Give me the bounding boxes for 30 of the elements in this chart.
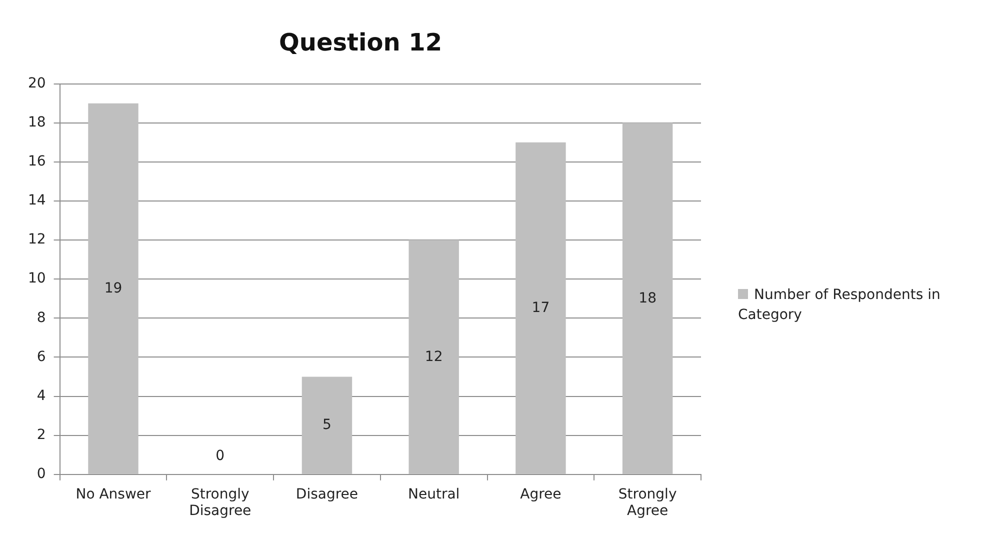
x-tick-label: Disagree (296, 486, 358, 502)
x-tick-label: No Answer (76, 486, 152, 502)
y-tick-label: 8 (36, 310, 46, 326)
bar (622, 122, 673, 474)
x-tick-label: Agree (520, 486, 562, 502)
bar (516, 142, 566, 474)
bar (408, 240, 459, 474)
y-tick-label: 10 (28, 270, 46, 287)
bar (302, 376, 352, 474)
data-label: 17 (532, 300, 550, 316)
y-tick-label: 0 (36, 466, 46, 482)
y-tick-label: 16 (28, 154, 46, 170)
legend-label: Number of Respondents in Category (738, 286, 942, 325)
y-tick-label: 18 (28, 114, 46, 130)
y-tick-label: 2 (36, 426, 46, 443)
x-tick-label: Neutral (408, 486, 460, 502)
data-label: 12 (424, 348, 443, 365)
y-tick-label: 6 (36, 348, 46, 365)
data-label: 0 (216, 448, 225, 464)
chart-title: Question 12 (278, 28, 442, 57)
x-tick-label: Strongly Agree (618, 486, 677, 520)
data-label: 19 (104, 280, 122, 297)
y-tick-label: 20 (28, 75, 46, 92)
y-tick-label: 14 (28, 192, 46, 209)
y-tick-label: 4 (36, 388, 46, 404)
y-tick-label: 12 (28, 232, 46, 248)
x-tick-label: Strongly Disagree (189, 486, 252, 520)
data-label: 18 (638, 290, 656, 306)
data-label: 5 (322, 417, 332, 434)
bar (88, 103, 138, 474)
